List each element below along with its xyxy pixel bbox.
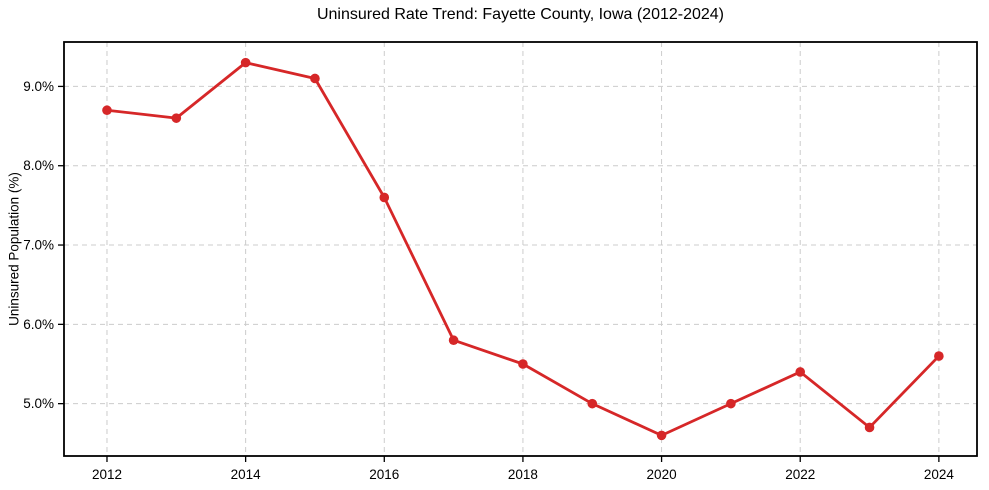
data-point — [310, 73, 320, 84]
data-point — [240, 57, 251, 68]
data-point — [656, 430, 667, 441]
data-point — [587, 398, 598, 409]
data-point — [448, 335, 459, 346]
x-tick-label: 2016 — [369, 467, 399, 482]
data-point — [518, 359, 528, 369]
y-axis-title: Uninsured Population (%) — [6, 172, 22, 326]
chart-title: Uninsured Rate Trend: Fayette County, Io… — [316, 6, 725, 23]
data-point — [934, 351, 944, 361]
y-tick-label: 7.0% — [23, 238, 54, 253]
x-tick-label: 2018 — [508, 467, 538, 482]
x-tick-label: 2012 — [92, 467, 122, 482]
y-tick-label: 6.0% — [23, 317, 54, 332]
x-tick-label: 2022 — [785, 467, 815, 482]
data-point — [726, 398, 736, 409]
data-point — [379, 192, 390, 203]
data-point — [795, 367, 806, 377]
y-tick-label: 8.0% — [23, 158, 54, 173]
x-tick-label: 2014 — [231, 467, 262, 482]
y-tick-label: 5.0% — [23, 396, 54, 411]
data-point — [102, 105, 112, 116]
y-tick-label: 9.0% — [23, 79, 54, 94]
data-point — [171, 113, 182, 123]
plot-border — [63, 41, 978, 457]
x-tick-label: 2024 — [924, 467, 955, 482]
data-point — [864, 422, 875, 433]
x-tick-label: 2020 — [647, 467, 677, 482]
